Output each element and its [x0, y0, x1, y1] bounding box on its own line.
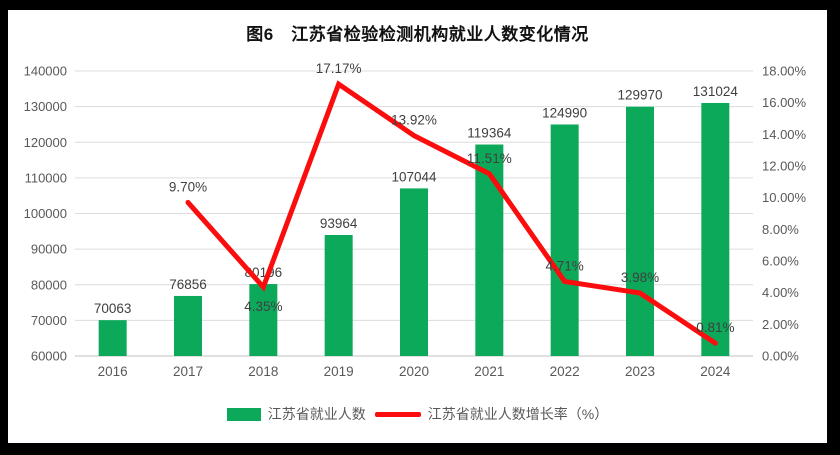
bar-2016: [98, 320, 127, 356]
bar-2021: [475, 144, 504, 356]
growth-rate-line: [185, 80, 718, 346]
x-axis-label: 2022: [550, 364, 580, 379]
bar-2023: [626, 106, 654, 356]
line-value-label: 4.35%: [244, 299, 282, 314]
x-axis-label: 2020: [399, 364, 429, 379]
x-axis-label: 2017: [173, 364, 203, 379]
right-axis-tick-label: 2.00%: [762, 317, 799, 332]
bar-value-label: 131024: [693, 84, 739, 99]
right-axis-tick-label: 18.00%: [762, 64, 807, 79]
bar-value-label: 129970: [617, 88, 662, 103]
legend-label-employment: 江苏省就业人数: [267, 406, 366, 422]
line-legend-swatch-icon: [374, 411, 421, 417]
left-axis-tick-label: 60000: [31, 349, 67, 364]
right-axis-tick-label: 6.00%: [762, 254, 799, 269]
bar-2018: [249, 284, 278, 356]
x-axis-label: 2016: [98, 364, 128, 379]
legend-item-employment: 江苏省就业人数: [226, 404, 366, 424]
line-value-label: 4.71%: [546, 258, 584, 273]
bar-2020: [400, 188, 428, 356]
left-axis-tick-label: 90000: [31, 242, 67, 257]
line-value-label: 17.17%: [316, 61, 362, 76]
right-axis-tick-label: 14.00%: [762, 127, 807, 142]
line-value-label: 9.70%: [169, 179, 207, 194]
legend: 江苏省就业人数 江苏省就业人数增长率（%）: [8, 404, 827, 424]
left-axis-tick-label: 120000: [24, 135, 67, 150]
left-axis-tick-label: 100000: [24, 206, 67, 221]
chart-title: 图6 江苏省检验检测机构就业人数变化情况: [246, 25, 589, 44]
left-axis-tick-label: 140000: [24, 64, 67, 79]
bar-value-label: 107044: [391, 169, 437, 184]
bar-value-label: 93964: [320, 216, 358, 231]
left-axis-tick-label: 70000: [31, 313, 67, 328]
line-value-label: 3.98%: [621, 270, 659, 285]
left-axis-tick-label: 130000: [24, 99, 67, 114]
bar-2019: [324, 235, 353, 356]
line-value-label: 0.81%: [696, 320, 734, 335]
legend-label-growth-rate: 江苏省就业人数增长率（%）: [427, 406, 609, 422]
left-axis-tick-label: 80000: [31, 277, 67, 292]
x-axis-label: 2023: [625, 364, 655, 379]
chart-canvas: 图6 江苏省检验检测机构就业人数变化情况 140000 130000 120000 1…: [8, 10, 827, 443]
right-axis-tick-label: 4.00%: [762, 285, 799, 300]
legend-item-growth-rate: 江苏省就业人数增长率（%）: [374, 404, 609, 424]
bar-value-label: 76856: [169, 277, 207, 292]
x-axis-label: 2018: [248, 364, 278, 379]
right-axis-tick-label: 0.00%: [762, 349, 799, 364]
line-value-label: 11.51%: [467, 151, 512, 166]
right-axis-tick-label: 10.00%: [762, 190, 807, 205]
right-axis-tick-label: 16.00%: [762, 95, 807, 110]
right-axis-tick-label: 12.00%: [762, 159, 807, 174]
right-axis-tick-label: 8.00%: [762, 222, 799, 237]
combo-chart-plot: 140000 130000 120000 110000 100000 90000 80000…: [24, 61, 807, 379]
x-axis-label: 2019: [324, 364, 354, 379]
x-axis-label: 2024: [700, 364, 731, 379]
bar-legend-swatch-icon: [226, 407, 261, 421]
bar-value-label: 119364: [467, 126, 512, 141]
bar-2024: [701, 102, 730, 357]
line-value-label: 13.92%: [391, 113, 437, 128]
x-axis-label: 2021: [474, 364, 504, 379]
bar-value-label: 124990: [542, 105, 587, 120]
left-axis-tick-label: 110000: [25, 170, 67, 185]
bar-value-label: 70063: [94, 301, 132, 316]
bar-2017: [174, 295, 202, 356]
bar-2022: [550, 124, 579, 357]
